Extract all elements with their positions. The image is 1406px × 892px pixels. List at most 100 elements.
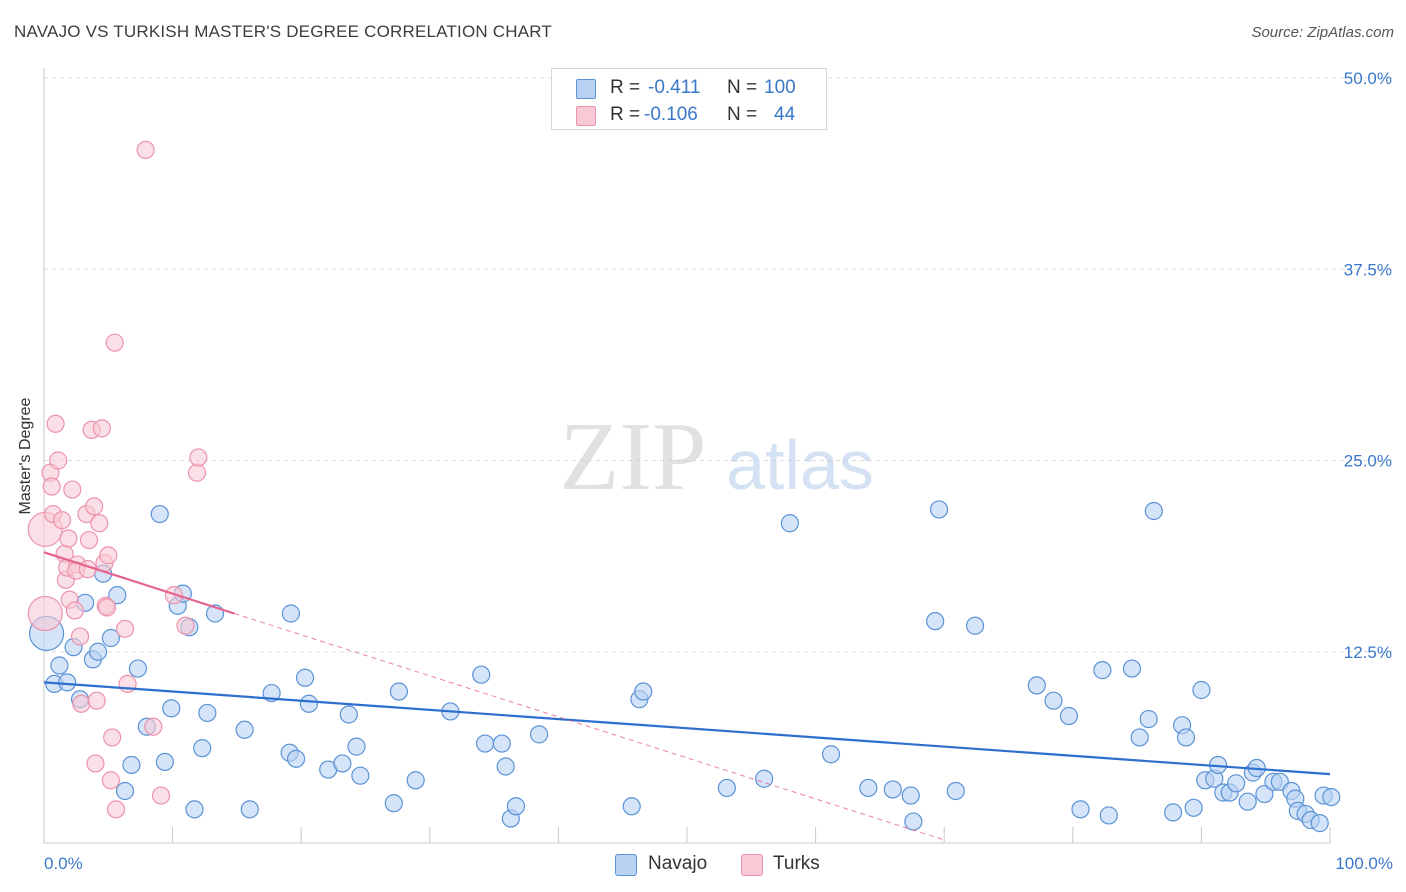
turks-point: [27, 595, 63, 632]
navajo-point: [58, 673, 77, 692]
source-credit: Source: ZipAtlas.com: [1251, 24, 1394, 41]
turks-points: [27, 140, 208, 819]
navajo-point: [883, 780, 902, 799]
turks-point: [42, 477, 61, 496]
turks-point: [46, 414, 65, 433]
legend-n-value: 44: [774, 104, 796, 125]
turks-point: [136, 140, 155, 160]
navajo-point: [295, 668, 315, 687]
turks-point: [151, 786, 171, 805]
navajo-point: [1184, 798, 1203, 817]
navajo-point: [1139, 709, 1158, 729]
y-tick-label: 12.5%: [1344, 643, 1392, 662]
navajo-point: [198, 703, 217, 723]
navajo-point: [108, 586, 127, 605]
y-tick-label: 37.5%: [1344, 260, 1392, 279]
turks-point: [144, 717, 163, 736]
turks-point: [92, 419, 111, 438]
navajo-point: [1144, 501, 1163, 521]
navajo-point: [472, 665, 491, 684]
turks-point: [101, 771, 120, 790]
navajo-point: [128, 659, 147, 678]
navajo-point: [235, 720, 254, 739]
turks-legend-label: Turks: [773, 853, 820, 874]
turks-point: [103, 728, 122, 747]
navajo-point: [1071, 800, 1090, 819]
watermark-zip: ZIP: [560, 403, 707, 511]
navajo-legend-label: Navajo: [648, 853, 708, 874]
turks-point: [63, 480, 82, 499]
navajo-point: [333, 754, 352, 773]
turks-point: [189, 448, 208, 467]
turks-trend-extension: [234, 613, 945, 841]
watermark: ZIP atlas: [560, 403, 874, 511]
turks-point: [176, 616, 195, 635]
navajo-legend-swatch: [615, 854, 637, 876]
chart-title: NAVAJO VS TURKISH MASTER'S DEGREE CORREL…: [14, 22, 553, 41]
turks-point: [87, 691, 106, 710]
navajo-point: [101, 628, 120, 648]
navajo-point: [1322, 787, 1341, 807]
turks-point: [72, 694, 91, 713]
navajo-swatch: [576, 79, 596, 99]
navajo-point: [475, 734, 495, 753]
turks-point: [105, 333, 124, 352]
navajo-point: [755, 769, 774, 788]
navajo-point: [965, 616, 985, 635]
navajo-point: [406, 771, 425, 790]
navajo-point: [193, 739, 212, 758]
navajo-point: [1027, 676, 1046, 695]
navajo-point: [1164, 803, 1183, 822]
navajo-point: [88, 642, 108, 661]
y-tick-label: 50.0%: [1344, 69, 1392, 88]
turks-point: [49, 451, 68, 470]
x-tick-label-max: 100.0%: [1335, 854, 1393, 873]
turks-point: [90, 514, 109, 533]
navajo-point: [1130, 728, 1149, 747]
legend-r-label: R =: [610, 77, 641, 98]
legend-n-value: 100: [764, 77, 796, 98]
y-tick-label: 25.0%: [1344, 452, 1392, 471]
gridlines: [44, 77, 1395, 653]
legend-n-label: N =: [727, 104, 758, 125]
navajo-points: [28, 500, 1341, 833]
watermark-atlas: atlas: [726, 426, 874, 504]
navajo-trend-line: [43, 681, 1331, 776]
navajo-point: [634, 682, 653, 701]
navajo-point: [859, 778, 878, 798]
legend-r-label: R =: [610, 104, 641, 125]
navajo-point: [926, 612, 945, 631]
navajo-point: [384, 794, 403, 813]
navajo-point: [299, 694, 319, 713]
navajo-point: [115, 781, 135, 801]
axes: [43, 68, 1331, 844]
navajo-point: [1310, 814, 1329, 833]
turks-point: [52, 511, 72, 530]
navajo-point: [155, 752, 174, 772]
turks-point: [65, 601, 84, 620]
turks-point: [97, 598, 117, 617]
navajo-point: [901, 786, 920, 805]
navajo-point: [1044, 691, 1063, 710]
turks-trend-line: [43, 551, 235, 615]
navajo-point: [904, 812, 923, 831]
turks-point: [99, 546, 118, 565]
x-tick-label-min: 0.0%: [44, 854, 83, 873]
navajo-point: [780, 514, 799, 533]
navajo-point: [339, 705, 358, 724]
turks-point: [85, 497, 104, 516]
navajo-point: [50, 656, 69, 675]
navajo-point: [162, 699, 181, 718]
legend-n-label: N =: [727, 77, 758, 98]
turks-point: [115, 619, 135, 638]
navajo-point: [1192, 680, 1211, 700]
legend-r-value: -0.106: [644, 104, 698, 125]
navajo-point: [1227, 774, 1246, 793]
navajo-point: [946, 781, 965, 801]
navajo-point: [1099, 806, 1118, 825]
turks-point: [106, 800, 126, 819]
navajo-point: [622, 797, 641, 816]
turks-legend-swatch: [741, 854, 763, 876]
navajo-point: [1122, 659, 1142, 678]
